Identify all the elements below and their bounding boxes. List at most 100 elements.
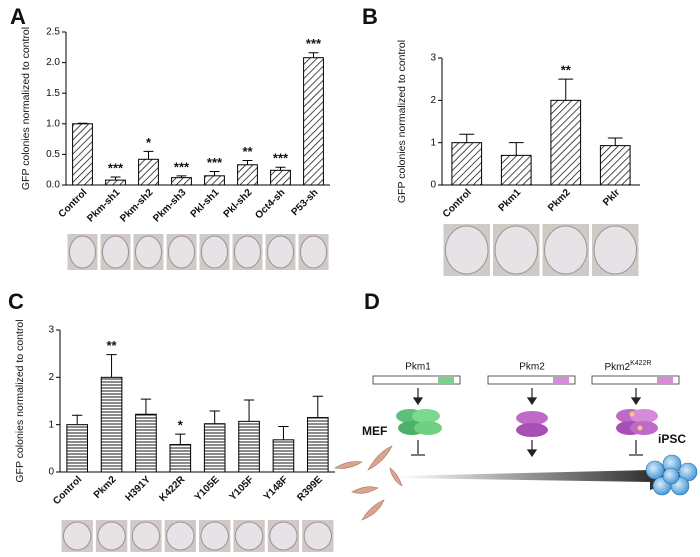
x-tick-label: Pkl-sh1 bbox=[189, 187, 222, 220]
bar bbox=[100, 376, 123, 473]
panel-letter: C bbox=[8, 289, 24, 314]
y-tick-label: 2 bbox=[48, 372, 54, 383]
colony-well bbox=[200, 521, 229, 551]
x-tick-label: Pkm-sh1 bbox=[85, 187, 123, 225]
bar bbox=[237, 164, 258, 186]
error-bar bbox=[558, 78, 574, 101]
construct-boxes bbox=[372, 375, 680, 385]
bar bbox=[105, 179, 126, 186]
significance: *** bbox=[273, 151, 289, 166]
y-tick-label: 2.0 bbox=[46, 57, 60, 68]
colony-well bbox=[269, 521, 298, 551]
bar bbox=[135, 413, 157, 473]
y-tick-label: 0.5 bbox=[46, 149, 60, 160]
construct-label: Pkm2K422R bbox=[605, 360, 652, 373]
bar bbox=[550, 99, 582, 186]
x-tick-label: Pkm1 bbox=[497, 187, 524, 214]
ipsc-colony bbox=[645, 454, 698, 496]
colony-well bbox=[593, 225, 637, 275]
error-bar bbox=[175, 433, 186, 445]
x-tick-label: Pkm-sh2 bbox=[118, 187, 156, 225]
bar bbox=[451, 142, 483, 186]
colony-well bbox=[300, 235, 327, 269]
colony-well bbox=[166, 521, 195, 551]
colony-well bbox=[303, 521, 332, 551]
construct-label: Pkm2 bbox=[605, 362, 631, 373]
x-tick-label: Pkl-sh2 bbox=[222, 187, 255, 220]
significance: *** bbox=[174, 159, 190, 174]
x-tick-label: Pkm-sh3 bbox=[151, 187, 189, 225]
y-tick-label: 0.0 bbox=[46, 180, 60, 191]
error-bar bbox=[209, 410, 220, 424]
error-bar bbox=[140, 398, 152, 415]
error-bar bbox=[607, 137, 623, 146]
x-tick-label: P53-sh bbox=[290, 187, 321, 218]
bar bbox=[238, 420, 260, 473]
error-bar bbox=[77, 122, 88, 124]
significance: ** bbox=[561, 63, 572, 78]
bar bbox=[599, 145, 631, 186]
x-tick-label: Pkm2 bbox=[546, 187, 573, 214]
colony-well bbox=[69, 235, 96, 269]
x-tick-label: Y105F bbox=[227, 474, 256, 503]
y-axis-label: GFP colonies normalized to control bbox=[396, 40, 408, 203]
construct-label: Pkm1 bbox=[405, 362, 431, 373]
x-tick-label: Control bbox=[57, 187, 90, 220]
charts: A GFP colonies normalized to control 0.0 0.… bbox=[8, 4, 640, 552]
colony-well bbox=[63, 521, 92, 551]
fibroblasts bbox=[334, 445, 403, 521]
error-bar bbox=[312, 395, 323, 418]
error-bar bbox=[243, 399, 255, 422]
start-label: MEF bbox=[362, 424, 387, 438]
colony-well bbox=[97, 521, 126, 551]
x-tick-label: R399E bbox=[295, 474, 325, 504]
bar bbox=[303, 57, 324, 186]
panel-letter: B bbox=[362, 4, 378, 29]
panel-letter: A bbox=[10, 4, 26, 29]
x-tick-label: K422R bbox=[158, 474, 188, 504]
y-tick-label: 1.5 bbox=[46, 88, 60, 99]
error-bar bbox=[209, 171, 220, 176]
x-tick-label: Y105E bbox=[193, 474, 222, 503]
x-tick-label: Oct4-sh bbox=[253, 187, 287, 221]
end-label: iPSC bbox=[658, 432, 686, 446]
colony-well bbox=[102, 235, 129, 269]
x-tick-label: Y148F bbox=[262, 474, 291, 503]
colony-well bbox=[201, 235, 228, 269]
y-tick-label: 1 bbox=[48, 419, 54, 430]
y-tick-label: 1 bbox=[430, 137, 436, 148]
significance: * bbox=[178, 418, 184, 433]
x-tick-label: Pkm2 bbox=[92, 474, 119, 501]
arrows bbox=[411, 388, 643, 458]
significance: *** bbox=[207, 155, 223, 170]
bar bbox=[66, 424, 88, 473]
construct-superscript: K422R bbox=[630, 360, 651, 367]
y-tick-label: 0 bbox=[430, 180, 436, 191]
x-tick-label: Pklr bbox=[601, 187, 622, 208]
error-bar bbox=[242, 160, 253, 165]
bar bbox=[72, 123, 93, 186]
colony-well bbox=[544, 225, 588, 275]
y-axis-label: GFP colonies normalized to control bbox=[14, 319, 26, 482]
bar bbox=[204, 175, 225, 186]
y-tick-label: 3 bbox=[430, 53, 436, 64]
enzymes bbox=[396, 409, 658, 437]
x-tick-label: Control bbox=[51, 474, 84, 507]
bar bbox=[307, 417, 329, 473]
diagram: D Pkm1 Pkm2 Pkm2K422R MEF iPSC bbox=[334, 289, 698, 521]
y-tick-label: 0 bbox=[48, 467, 54, 478]
colony-well bbox=[267, 235, 294, 269]
bar bbox=[270, 169, 291, 186]
significance: *** bbox=[306, 36, 322, 51]
y-tick-label: 2.5 bbox=[46, 27, 60, 38]
panel-letter: D bbox=[364, 289, 380, 314]
colony-well bbox=[234, 521, 264, 551]
error-bar bbox=[72, 414, 83, 425]
construct-label: Pkm2 bbox=[519, 362, 545, 373]
error-bar bbox=[278, 426, 289, 440]
y-tick-label: 1.0 bbox=[46, 118, 60, 129]
bar bbox=[138, 158, 159, 186]
error-bar bbox=[143, 150, 154, 160]
colony-well bbox=[494, 225, 538, 275]
